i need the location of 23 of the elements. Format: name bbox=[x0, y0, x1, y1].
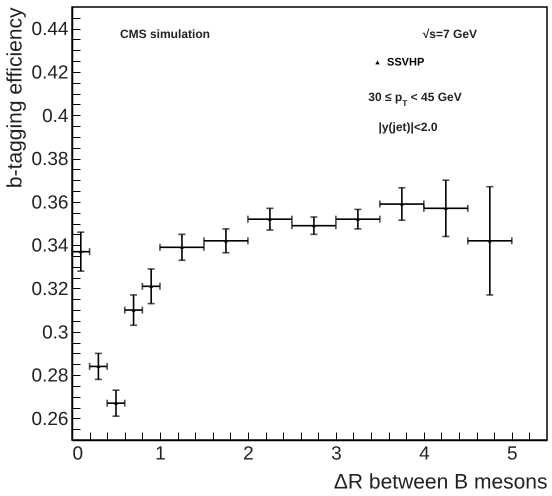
y-tick-label: 0.32 bbox=[32, 278, 68, 300]
y-tick-label: 0.34 bbox=[32, 236, 69, 257]
y-tick-label: 0.44 bbox=[32, 19, 69, 40]
annotation: CMS simulation bbox=[120, 27, 210, 41]
x-tick-label: 4 bbox=[419, 444, 430, 464]
annotation: |y(jet)|<2.0 bbox=[378, 120, 438, 134]
y-tick-label: 0.26 bbox=[32, 408, 68, 430]
x-tick-label: 3 bbox=[331, 444, 342, 464]
y-tick-label: 0.28 bbox=[32, 366, 68, 387]
annotation: 30 ≤ p$_{T}$ < 45 GeV bbox=[368, 90, 462, 108]
x-tick-label: 1 bbox=[155, 444, 166, 464]
legend-label: SSVHP bbox=[387, 56, 424, 68]
y-tick-label: 0.38 bbox=[32, 149, 68, 170]
x-tick-label: 0 bbox=[72, 444, 84, 464]
y-axis-title: b-tagging efficiency bbox=[4, 7, 27, 188]
y-tick-label: 0.4 bbox=[42, 106, 69, 127]
x-tick-label: 2 bbox=[243, 444, 254, 464]
annotation: √s=7 GeV bbox=[422, 27, 477, 41]
y-tick-label: 0.42 bbox=[32, 62, 68, 84]
y-tick-label: 0.3 bbox=[42, 322, 68, 344]
y-tick-label: 0.36 bbox=[32, 192, 68, 214]
x-tick-label: 5 bbox=[507, 444, 518, 464]
x-axis-title: ΔR between B mesons bbox=[334, 470, 548, 494]
